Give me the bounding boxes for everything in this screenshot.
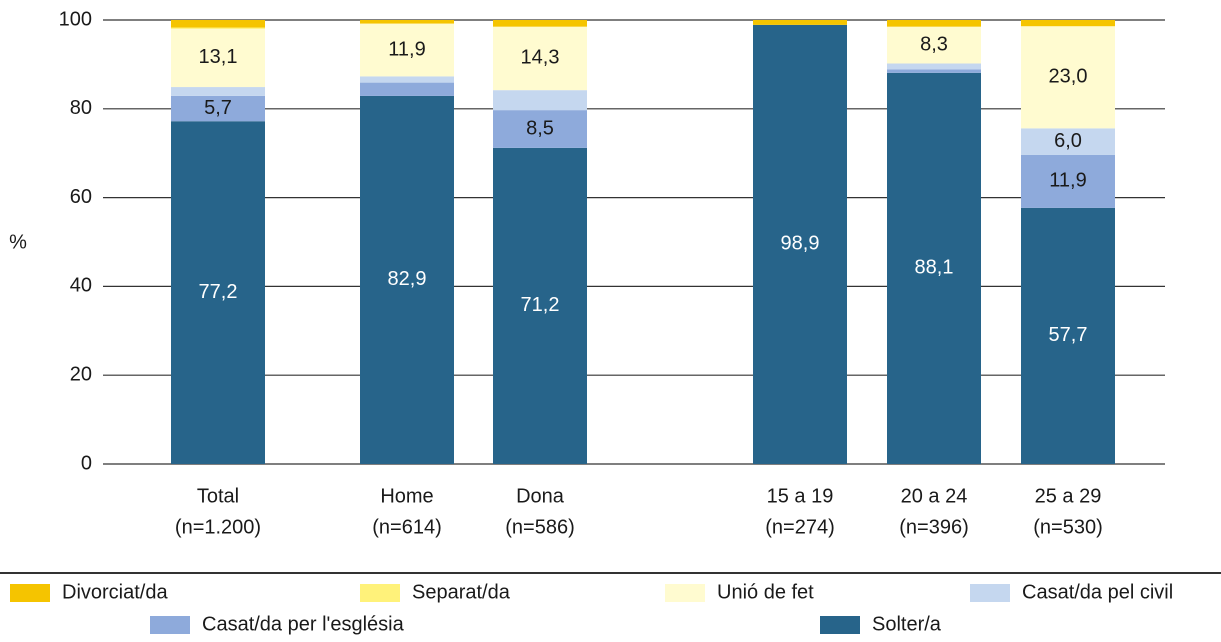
bar-segment	[1021, 154, 1115, 208]
bar-segment	[753, 20, 847, 25]
x-tick-label: 15 a 19	[767, 485, 834, 507]
bar-segment	[171, 121, 265, 465]
bar-segment	[493, 110, 587, 148]
x-tick-label: (n=396)	[899, 516, 969, 538]
bar-segment	[171, 20, 265, 28]
legend-label: Solter/a	[872, 613, 942, 635]
bar-segment	[1021, 128, 1115, 155]
bar-segment	[360, 23, 454, 77]
bar-segment	[360, 95, 454, 464]
legend-swatch	[665, 584, 705, 602]
bar-segment	[1021, 20, 1115, 27]
bar-segment	[493, 20, 587, 27]
x-tick-label: (n=530)	[1033, 516, 1103, 538]
bar-segment	[1021, 26, 1115, 129]
y-tick-label: 40	[70, 275, 92, 297]
legend-label: Casat/da per l'església	[202, 613, 405, 635]
data-label: 77,2	[199, 281, 238, 303]
legend-swatch	[150, 616, 190, 634]
y-tick-label: 20	[70, 363, 92, 385]
bar-segment	[887, 20, 981, 27]
bar-segment	[887, 26, 981, 64]
data-label: 71,2	[521, 294, 560, 316]
data-label: 82,9	[388, 268, 427, 290]
legend-swatch	[10, 584, 50, 602]
y-tick-label: 80	[70, 97, 92, 119]
y-axis-label: %	[9, 231, 27, 253]
x-tick-label: 20 a 24	[901, 485, 968, 507]
y-tick-label: 100	[59, 8, 92, 30]
data-label: 23,0	[1049, 66, 1088, 88]
data-label: 6,0	[1054, 130, 1082, 152]
data-label: 13,1	[199, 46, 238, 68]
bar-segment	[887, 63, 981, 70]
legend-swatch	[360, 584, 400, 602]
bar-segment	[171, 95, 265, 122]
bar-segment	[171, 28, 265, 88]
legend-label: Unió de fet	[717, 581, 814, 603]
legend-label: Divorciat/da	[62, 581, 168, 603]
x-tick-label: Home	[380, 485, 433, 507]
legend-swatch	[970, 584, 1010, 602]
bar-segment	[887, 72, 981, 464]
legend-label: Separat/da	[412, 581, 511, 603]
data-label: 8,3	[920, 33, 948, 55]
bar-segment	[493, 26, 587, 91]
bar-segment	[493, 147, 587, 464]
bar-segment	[360, 20, 454, 24]
x-tick-label: (n=586)	[505, 516, 575, 538]
x-tick-label: (n=614)	[372, 516, 442, 538]
bar-segment	[171, 87, 265, 96]
legend-label: Casat/da pel civil	[1022, 581, 1173, 603]
bar-segment	[887, 69, 981, 73]
data-label: 5,7	[204, 97, 232, 119]
legend-swatch	[820, 616, 860, 634]
x-tick-label: (n=274)	[765, 516, 835, 538]
y-tick-label: 60	[70, 186, 92, 208]
bar-segment	[171, 27, 265, 29]
data-label: 14,3	[521, 47, 560, 69]
y-tick-label: 0	[81, 452, 92, 474]
x-tick-label: Dona	[516, 485, 565, 507]
data-label: 8,5	[526, 117, 554, 139]
x-tick-label: (n=1.200)	[175, 516, 261, 538]
bar-segment	[753, 24, 847, 464]
data-label: 11,9	[388, 38, 425, 60]
bar-segment	[493, 90, 587, 111]
data-label: 88,1	[915, 257, 954, 279]
bar-segment	[360, 76, 454, 83]
x-tick-label: 25 a 29	[1035, 485, 1102, 507]
bar-segment	[360, 82, 454, 96]
data-label: 11,9	[1049, 170, 1086, 192]
data-label: 98,9	[781, 233, 820, 255]
x-tick-label: Total	[197, 485, 239, 507]
bar-segment	[1021, 207, 1115, 464]
data-label: 57,7	[1049, 324, 1088, 346]
